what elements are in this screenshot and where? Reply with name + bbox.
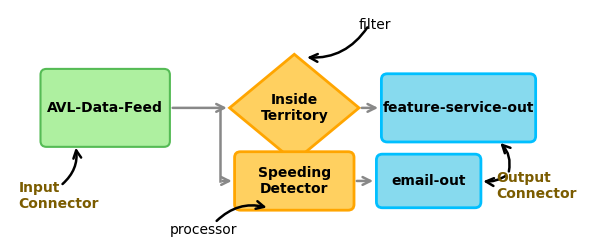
Text: Speeding
Detector: Speeding Detector xyxy=(258,166,331,196)
Text: feature-service-out: feature-service-out xyxy=(383,101,534,115)
Polygon shape xyxy=(230,54,359,162)
FancyBboxPatch shape xyxy=(376,154,481,208)
Text: email-out: email-out xyxy=(391,174,466,188)
FancyBboxPatch shape xyxy=(235,152,354,210)
Text: Inside
Territory: Inside Territory xyxy=(260,93,328,123)
Text: AVL-Data-Feed: AVL-Data-Feed xyxy=(47,101,163,115)
Text: filter: filter xyxy=(359,18,391,32)
Text: Output
Connector: Output Connector xyxy=(496,171,577,201)
Text: Input
Connector: Input Connector xyxy=(19,181,99,211)
FancyBboxPatch shape xyxy=(41,69,170,147)
Text: processor: processor xyxy=(170,223,238,237)
FancyBboxPatch shape xyxy=(382,74,536,142)
